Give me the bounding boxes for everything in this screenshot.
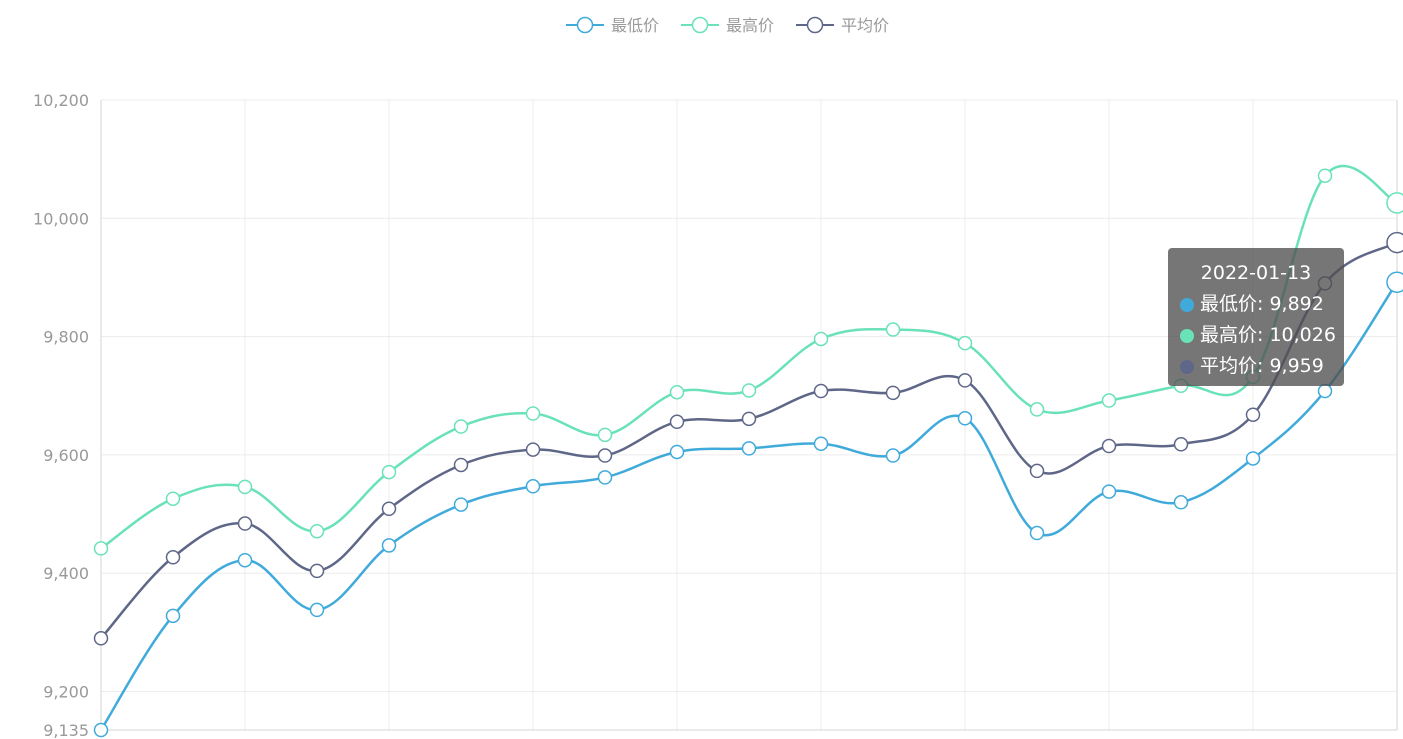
data-point-high: [813, 331, 829, 347]
data-point-low: [453, 497, 469, 512]
series-low: [93, 271, 1403, 738]
data-point-avg: [957, 373, 973, 388]
y-tick-label: 9,400: [43, 564, 89, 583]
data-point-high: [381, 464, 397, 480]
data-point-high: [885, 322, 901, 337]
data-point-high: [237, 479, 253, 495]
legend[interactable]: 最低价 最高价 平均价: [566, 16, 889, 35]
tooltip: 2022-01-13 最低价: 9,892 最高价: 10,026 平均价: 9…: [1168, 248, 1344, 386]
data-point-avg: [1173, 437, 1189, 452]
data-point-high: [957, 335, 973, 351]
tooltip-row-avg: 平均价: 9,959: [1168, 351, 1344, 382]
legend-item-low[interactable]: 最低价: [566, 16, 659, 35]
data-point-high: [741, 383, 757, 398]
data-point-low: [597, 470, 613, 485]
data-point-avg: [1245, 407, 1261, 422]
data-point-avg: [1386, 231, 1403, 254]
data-point-avg: [813, 383, 829, 399]
legend-marker-high: [691, 16, 709, 34]
data-point-avg: [885, 385, 901, 401]
data-point-low: [525, 479, 541, 494]
data-point-low: [669, 444, 685, 460]
tooltip-row-low: 最低价: 9,892: [1168, 289, 1344, 320]
data-point-low: [165, 608, 181, 624]
legend-marker-avg: [806, 16, 824, 34]
data-point-avg: [453, 457, 469, 473]
data-point-low: [1245, 451, 1261, 466]
legend-label-avg: 平均价: [841, 16, 889, 35]
legend-label-low: 最低价: [611, 16, 659, 35]
y-tick-label: 9,135: [43, 721, 89, 739]
data-point-avg: [237, 516, 253, 531]
data-point-high: [597, 427, 613, 443]
data-point-high: [1029, 402, 1045, 417]
data-point-low: [1101, 484, 1117, 499]
data-point-avg: [741, 411, 757, 427]
tooltip-date: 2022-01-13: [1200, 262, 1312, 284]
legend-label-high: 最高价: [726, 16, 774, 35]
series-lines: [93, 165, 1403, 738]
data-point-high: [453, 419, 469, 434]
data-point-low: [1029, 525, 1045, 541]
tooltip-dot-avg: [1180, 359, 1194, 374]
y-tick-label: 9,200: [43, 683, 89, 702]
data-point-avg: [381, 501, 397, 517]
legend-item-avg[interactable]: 平均价: [796, 16, 889, 35]
y-tick-label: 10,200: [33, 91, 89, 110]
y-tick-label: 9,600: [43, 446, 89, 465]
data-point-high: [525, 406, 541, 421]
legend-marker-low: [576, 16, 594, 34]
tooltip-label-low: 最低价: 9,892: [1200, 293, 1324, 315]
data-point-high: [1101, 393, 1117, 408]
data-point-high: [309, 523, 325, 539]
tooltip-dot-high: [1180, 328, 1194, 343]
data-point-high: [1386, 192, 1403, 214]
legend-item-high[interactable]: 最高价: [681, 16, 774, 35]
data-point-low: [1173, 495, 1189, 510]
data-point-low: [1317, 383, 1333, 399]
y-tick-label: 10,000: [33, 209, 89, 228]
series-high: [93, 165, 1403, 556]
data-point-low: [309, 602, 325, 618]
data-point-low: [237, 552, 253, 568]
data-point-high: [93, 541, 109, 556]
data-point-avg: [597, 448, 613, 463]
data-point-avg: [309, 563, 325, 579]
tooltip-row-high: 最高价: 10,026: [1168, 320, 1344, 351]
data-point-low: [885, 448, 901, 463]
data-point-avg: [165, 550, 181, 565]
y-tick-label: 9,800: [43, 328, 89, 347]
data-point-high: [165, 491, 181, 506]
data-point-high: [1317, 168, 1333, 183]
data-point-low: [813, 436, 829, 451]
axes: 9,135 9,200 9,400 9,600 9,800 10,000 10,200: [33, 91, 1398, 739]
tooltip-label-high: 最高价: 10,026: [1200, 324, 1336, 346]
data-point-avg: [93, 631, 109, 646]
tooltip-label-avg: 平均价: 9,959: [1200, 355, 1324, 377]
data-point-low: [741, 441, 757, 456]
data-point-avg: [525, 442, 541, 457]
data-point-avg: [669, 414, 685, 430]
data-point-low: [957, 411, 973, 426]
data-point-avg: [1029, 463, 1045, 479]
data-point-low: [381, 538, 397, 553]
data-point-avg: [1101, 438, 1117, 454]
data-point-high: [669, 384, 685, 400]
data-point-low: [1386, 271, 1403, 293]
data-point-low: [93, 722, 109, 738]
tooltip-dot-low: [1180, 297, 1194, 312]
